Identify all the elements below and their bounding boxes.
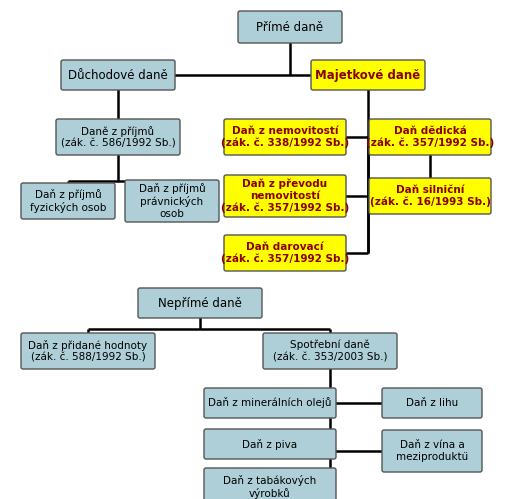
Text: Majetkové daně: Majetkové daně	[315, 68, 421, 81]
Text: Přímé daně: Přímé daně	[256, 20, 323, 33]
FancyBboxPatch shape	[21, 333, 155, 369]
FancyBboxPatch shape	[224, 175, 346, 217]
Text: Daň z piva: Daň z piva	[242, 439, 297, 450]
FancyBboxPatch shape	[382, 430, 482, 472]
FancyBboxPatch shape	[224, 119, 346, 155]
FancyBboxPatch shape	[311, 60, 425, 90]
FancyBboxPatch shape	[125, 180, 219, 222]
FancyBboxPatch shape	[224, 235, 346, 271]
Text: Daň darovací
(zák. č. 357/1992 Sb.): Daň darovací (zák. č. 357/1992 Sb.)	[221, 242, 349, 264]
Text: Daň z lihu: Daň z lihu	[406, 398, 458, 408]
FancyBboxPatch shape	[369, 178, 491, 214]
FancyBboxPatch shape	[138, 288, 262, 318]
Text: Daň dědická
(zák. č. 357/1992 Sb.): Daň dědická (zák. č. 357/1992 Sb.)	[366, 126, 494, 148]
Text: Daň silniční
(zák. č. 16/1993 Sb.): Daň silniční (zák. č. 16/1993 Sb.)	[370, 185, 490, 207]
Text: Daň z nemovitostí
(zák. č. 338/1992 Sb.): Daň z nemovitostí (zák. č. 338/1992 Sb.)	[221, 126, 349, 148]
FancyBboxPatch shape	[56, 119, 180, 155]
Text: Daň z tabákových
výrobků: Daň z tabákových výrobků	[224, 475, 317, 499]
Text: Daň z minerálních olejů: Daň z minerálních olejů	[208, 398, 332, 409]
Text: Daň z příjmů
fyzických osob: Daň z příjmů fyzických osob	[30, 189, 106, 213]
FancyBboxPatch shape	[238, 11, 342, 43]
Text: Daň z vína a
meziproduktü: Daň z vína a meziproduktü	[396, 440, 468, 462]
FancyBboxPatch shape	[204, 429, 336, 459]
Text: Daně z příjmů
(zák. č. 586/1992 Sb.): Daně z příjmů (zák. č. 586/1992 Sb.)	[61, 126, 175, 148]
FancyBboxPatch shape	[61, 60, 175, 90]
Text: Daň z přidané hodnoty
(zák. č. 588/1992 Sb.): Daň z přidané hodnoty (zák. č. 588/1992 …	[29, 340, 148, 362]
Text: Daň z příjmů
právnických
osob: Daň z příjmů právnických osob	[139, 183, 205, 219]
FancyBboxPatch shape	[204, 388, 336, 418]
Text: Daň z převodu
nemovitostí
(zák. č. 357/1992 Sb.): Daň z převodu nemovitostí (zák. č. 357/1…	[221, 179, 349, 213]
FancyBboxPatch shape	[21, 183, 115, 219]
Text: Nepřímé daně: Nepřímé daně	[158, 296, 242, 309]
Text: Spotřební daně
(zák. č. 353/2003 Sb.): Spotřební daně (zák. č. 353/2003 Sb.)	[273, 340, 387, 362]
FancyBboxPatch shape	[382, 388, 482, 418]
FancyBboxPatch shape	[263, 333, 397, 369]
Text: Důchodové daně: Důchodové daně	[68, 68, 168, 81]
FancyBboxPatch shape	[369, 119, 491, 155]
FancyBboxPatch shape	[204, 468, 336, 499]
